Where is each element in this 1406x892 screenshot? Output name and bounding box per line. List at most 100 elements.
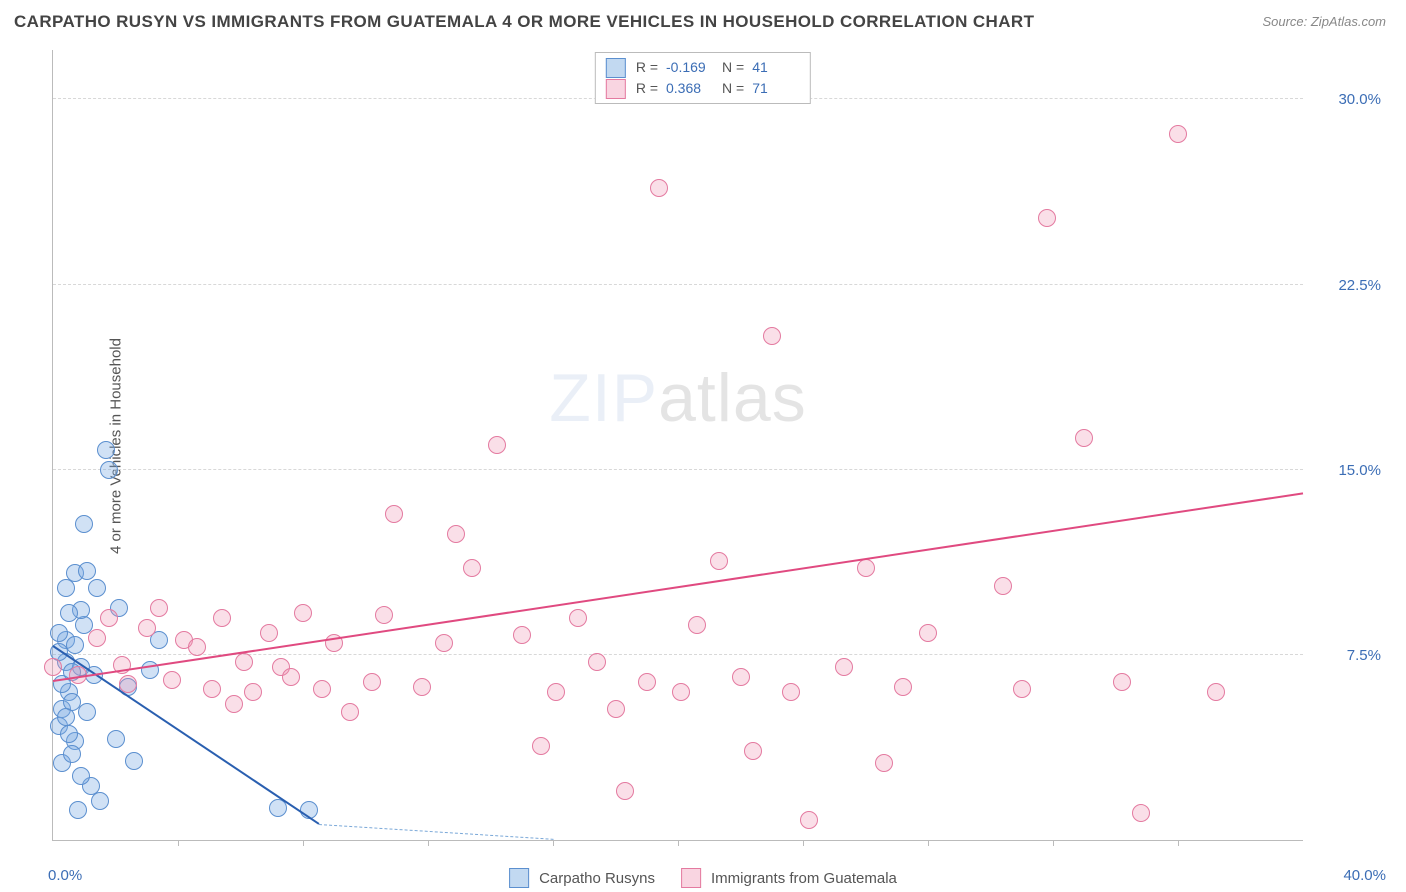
x-tick bbox=[428, 840, 429, 846]
data-point bbox=[213, 609, 231, 627]
data-point bbox=[1169, 125, 1187, 143]
x-axis-min: 0.0% bbox=[48, 867, 82, 884]
data-point bbox=[547, 683, 565, 701]
data-point bbox=[763, 327, 781, 345]
data-point bbox=[97, 441, 115, 459]
data-point bbox=[488, 436, 506, 454]
data-point bbox=[107, 730, 125, 748]
y-tick-label: 15.0% bbox=[1311, 462, 1381, 479]
data-point bbox=[1075, 429, 1093, 447]
r-value-a: -0.169 bbox=[666, 57, 714, 78]
series-legend: Carpatho Rusyns Immigrants from Guatemal… bbox=[509, 868, 897, 888]
data-point bbox=[138, 619, 156, 637]
data-point bbox=[260, 624, 278, 642]
data-point bbox=[44, 658, 62, 676]
source-label: Source: ZipAtlas.com bbox=[1262, 14, 1386, 29]
data-point bbox=[244, 683, 262, 701]
data-point bbox=[710, 552, 728, 570]
x-axis-max: 40.0% bbox=[1343, 867, 1386, 884]
stats-row-series-a: R =-0.169 N =41 bbox=[606, 57, 800, 78]
r-value-b: 0.368 bbox=[666, 78, 714, 99]
legend-label-a: Carpatho Rusyns bbox=[539, 870, 655, 887]
data-point bbox=[282, 668, 300, 686]
data-point bbox=[447, 525, 465, 543]
data-point bbox=[78, 703, 96, 721]
data-point bbox=[385, 505, 403, 523]
stats-legend: R =-0.169 N =41 R =0.368 N =71 bbox=[595, 52, 811, 104]
data-point bbox=[50, 624, 68, 642]
data-point bbox=[100, 609, 118, 627]
y-tick-label: 7.5% bbox=[1311, 647, 1381, 664]
data-point bbox=[857, 559, 875, 577]
data-point bbox=[225, 695, 243, 713]
data-point bbox=[88, 629, 106, 647]
data-point bbox=[616, 782, 634, 800]
chart-title: CARPATHO RUSYN VS IMMIGRANTS FROM GUATEM… bbox=[14, 12, 1034, 32]
data-point bbox=[513, 626, 531, 644]
data-point bbox=[72, 767, 90, 785]
y-tick-label: 30.0% bbox=[1311, 91, 1381, 108]
data-point bbox=[413, 678, 431, 696]
gridline bbox=[53, 469, 1303, 470]
data-point bbox=[435, 634, 453, 652]
data-point bbox=[532, 737, 550, 755]
data-point bbox=[1207, 683, 1225, 701]
data-point bbox=[75, 515, 93, 533]
data-point bbox=[150, 599, 168, 617]
data-point bbox=[235, 653, 253, 671]
x-tick bbox=[803, 840, 804, 846]
data-point bbox=[607, 700, 625, 718]
data-point bbox=[688, 616, 706, 634]
data-point bbox=[63, 745, 81, 763]
swatch-blue-icon bbox=[509, 868, 529, 888]
data-point bbox=[732, 668, 750, 686]
x-tick bbox=[678, 840, 679, 846]
legend-item-b: Immigrants from Guatemala bbox=[681, 868, 897, 888]
x-tick bbox=[178, 840, 179, 846]
data-point bbox=[672, 683, 690, 701]
stats-row-series-b: R =0.368 N =71 bbox=[606, 78, 800, 99]
data-point bbox=[894, 678, 912, 696]
y-tick-label: 22.5% bbox=[1311, 277, 1381, 294]
data-point bbox=[78, 562, 96, 580]
data-point bbox=[363, 673, 381, 691]
data-point bbox=[57, 708, 75, 726]
trend-line bbox=[319, 824, 553, 840]
data-point bbox=[60, 604, 78, 622]
data-point bbox=[588, 653, 606, 671]
data-point bbox=[744, 742, 762, 760]
data-point bbox=[782, 683, 800, 701]
legend-item-a: Carpatho Rusyns bbox=[509, 868, 655, 888]
gridline bbox=[53, 284, 1303, 285]
swatch-pink-icon bbox=[681, 868, 701, 888]
data-point bbox=[141, 661, 159, 679]
data-point bbox=[875, 754, 893, 772]
data-point bbox=[91, 792, 109, 810]
data-point bbox=[69, 801, 87, 819]
data-point bbox=[638, 673, 656, 691]
data-point bbox=[375, 606, 393, 624]
x-tick bbox=[928, 840, 929, 846]
data-point bbox=[463, 559, 481, 577]
x-tick bbox=[1053, 840, 1054, 846]
swatch-blue bbox=[606, 58, 626, 78]
data-point bbox=[163, 671, 181, 689]
x-tick bbox=[303, 840, 304, 846]
data-point bbox=[66, 636, 84, 654]
data-point bbox=[125, 752, 143, 770]
legend-label-b: Immigrants from Guatemala bbox=[711, 870, 897, 887]
data-point bbox=[994, 577, 1012, 595]
data-point bbox=[835, 658, 853, 676]
data-point bbox=[341, 703, 359, 721]
data-point bbox=[188, 638, 206, 656]
x-tick bbox=[1178, 840, 1179, 846]
data-point bbox=[100, 461, 118, 479]
data-point bbox=[1132, 804, 1150, 822]
data-point bbox=[800, 811, 818, 829]
data-point bbox=[1113, 673, 1131, 691]
n-value-b: 71 bbox=[752, 78, 800, 99]
plot-area: ZIPatlas 7.5%15.0%22.5%30.0% bbox=[52, 50, 1303, 841]
data-point bbox=[119, 675, 137, 693]
data-point bbox=[60, 725, 78, 743]
data-point bbox=[313, 680, 331, 698]
